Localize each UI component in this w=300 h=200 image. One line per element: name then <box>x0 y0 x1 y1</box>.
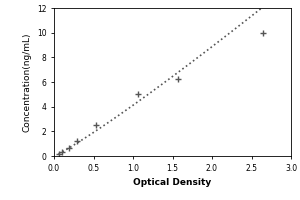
Y-axis label: Concentration(ng/mL): Concentration(ng/mL) <box>22 32 31 132</box>
X-axis label: Optical Density: Optical Density <box>134 178 212 187</box>
